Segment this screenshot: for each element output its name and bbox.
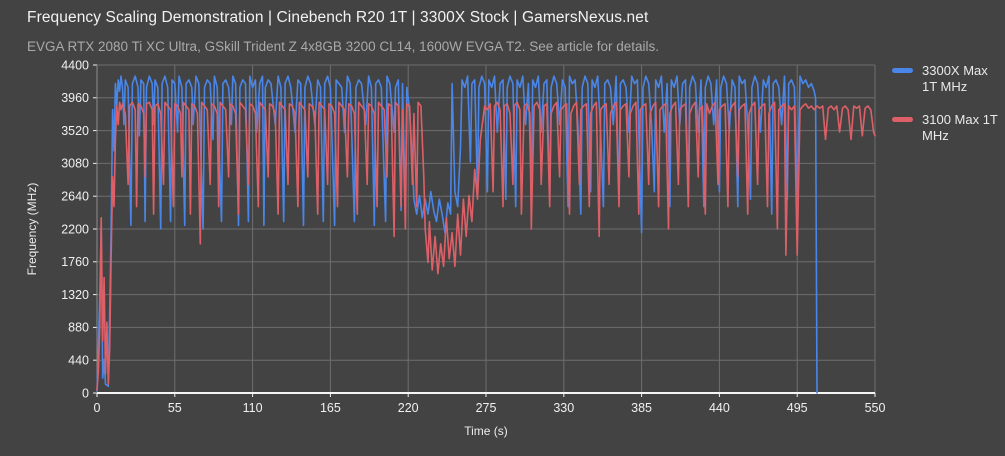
x-tick-label: 0 [94, 401, 101, 415]
x-tick-label: 495 [787, 401, 808, 415]
legend-label-3100: 3100 Max 1T MHz [922, 112, 998, 143]
y-tick-label: 0 [82, 386, 89, 400]
x-tick-label: 165 [320, 401, 341, 415]
legend-swatch-3100-icon [892, 117, 913, 122]
legend-item-3100: 3100 Max 1T MHz [892, 112, 1004, 144]
legend: 3300X Max 1T MHz 3100 Max 1T MHz [892, 63, 1004, 144]
x-tick-label: 110 [243, 401, 263, 415]
y-tick-label: 3520 [61, 124, 89, 138]
x-tick-label: 385 [631, 401, 652, 415]
x-tick-label: 220 [398, 401, 419, 415]
x-tick-label: 550 [865, 401, 886, 415]
series-line-3100 [96, 101, 876, 391]
y-tick-label: 440 [68, 354, 89, 368]
x-tick-label: 330 [553, 401, 574, 415]
y-tick-label: 1320 [61, 288, 89, 302]
legend-label-3300x: 3300X Max 1T MHz [922, 63, 988, 94]
y-tick-label: 1760 [61, 255, 89, 269]
y-tick-label: 2640 [61, 190, 89, 204]
y-tick-label: 2200 [61, 222, 89, 236]
y-tick-label: 3960 [61, 91, 89, 105]
x-axis-title: Time (s) [464, 424, 508, 438]
chart-title: Frequency Scaling Demonstration | Cinebe… [27, 9, 649, 26]
legend-item-3300x: 3300X Max 1T MHz [892, 63, 1004, 95]
x-tick-label: 440 [709, 401, 730, 415]
x-tick-label: 55 [168, 401, 182, 415]
y-tick-label: 4400 [61, 58, 89, 72]
y-tick-label: 3080 [61, 157, 89, 171]
x-tick-label: 275 [476, 401, 497, 415]
chart-subtitle: EVGA RTX 2080 Ti XC Ultra, GSkill Triden… [27, 39, 660, 54]
y-tick-label: 880 [68, 321, 89, 335]
legend-swatch-3300x-icon [892, 68, 913, 73]
